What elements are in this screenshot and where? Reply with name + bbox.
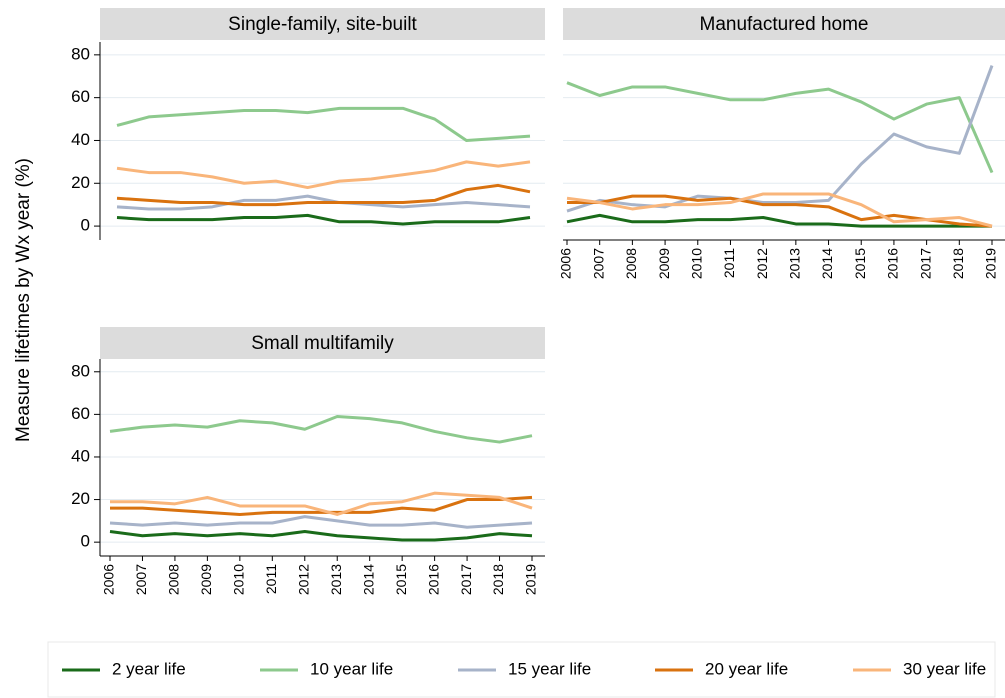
y-tick-label: 40 bbox=[71, 130, 90, 149]
y-tick-label: 20 bbox=[71, 489, 90, 508]
x-tick-label: 2011 bbox=[721, 248, 737, 278]
x-tick-label: 2006 bbox=[558, 248, 574, 279]
x-tick-label: 2008 bbox=[166, 564, 182, 595]
legend-label: 10 year life bbox=[310, 659, 393, 678]
x-tick-label: 2010 bbox=[231, 564, 247, 595]
series-line bbox=[116, 194, 531, 211]
panel-title: Single-family, site-built bbox=[228, 14, 417, 35]
x-tick-label: 2018 bbox=[490, 564, 506, 595]
x-tick-label: 2018 bbox=[950, 248, 966, 279]
x-tick-label: 2007 bbox=[590, 248, 606, 279]
series-line bbox=[566, 81, 994, 174]
series-line bbox=[110, 495, 533, 516]
series-line bbox=[116, 106, 531, 142]
x-tick-label: 2019 bbox=[983, 248, 999, 279]
legend-label: 15 year life bbox=[508, 659, 591, 678]
x-tick-label: 2016 bbox=[425, 564, 441, 595]
panel-header bbox=[100, 8, 545, 40]
series-line bbox=[109, 515, 533, 529]
x-tick-label: 2010 bbox=[688, 248, 704, 279]
y-tick-label: 20 bbox=[71, 173, 90, 192]
x-tick-label: 2017 bbox=[917, 248, 933, 279]
x-tick-label: 2007 bbox=[133, 564, 149, 595]
x-tick-label: 2013 bbox=[787, 248, 803, 279]
y-tick-label: 0 bbox=[81, 216, 90, 235]
y-tick-label: 80 bbox=[71, 44, 90, 63]
x-tick-label: 2015 bbox=[852, 248, 868, 279]
series-line bbox=[566, 192, 993, 228]
x-tick-label: 2009 bbox=[198, 564, 214, 595]
y-tick-label: 0 bbox=[81, 532, 90, 551]
legend-label: 30 year life bbox=[903, 659, 986, 678]
series-line bbox=[109, 530, 533, 542]
y-axis-label: Measure lifetimes by Wx year (%) bbox=[13, 158, 34, 442]
series-line bbox=[116, 183, 531, 207]
series-line bbox=[566, 65, 994, 213]
y-tick-label: 80 bbox=[71, 361, 90, 380]
x-tick-label: 2012 bbox=[754, 248, 770, 279]
series-line bbox=[116, 160, 531, 190]
panel-title: Manufactured home bbox=[700, 14, 869, 35]
panel-title: Small multifamily bbox=[251, 333, 394, 354]
panel-header bbox=[563, 8, 1005, 40]
series-line bbox=[116, 213, 531, 226]
y-tick-label: 60 bbox=[71, 87, 90, 106]
x-tick-label: 2009 bbox=[656, 248, 672, 279]
x-tick-label: 2014 bbox=[360, 564, 376, 595]
series-line bbox=[566, 213, 992, 228]
y-tick-label: 40 bbox=[71, 446, 90, 465]
legend-label: 20 year life bbox=[705, 659, 788, 678]
panel-header bbox=[100, 327, 545, 359]
legend-label: 2 year life bbox=[112, 659, 186, 678]
x-tick-label: 2019 bbox=[523, 564, 539, 595]
x-tick-label: 2015 bbox=[393, 564, 409, 595]
series-line bbox=[110, 491, 533, 516]
x-tick-label: 2013 bbox=[328, 564, 344, 595]
series-line bbox=[109, 415, 533, 444]
x-tick-label: 2016 bbox=[885, 248, 901, 279]
y-tick-label: 60 bbox=[71, 404, 90, 423]
legend-box bbox=[47, 641, 996, 698]
x-tick-label: 2006 bbox=[101, 564, 117, 595]
x-tick-label: 2008 bbox=[623, 248, 639, 279]
x-tick-label: 2014 bbox=[819, 248, 835, 279]
x-tick-label: 2011 bbox=[263, 564, 279, 594]
x-tick-label: 2017 bbox=[458, 564, 474, 595]
x-tick-label: 2012 bbox=[295, 564, 311, 595]
